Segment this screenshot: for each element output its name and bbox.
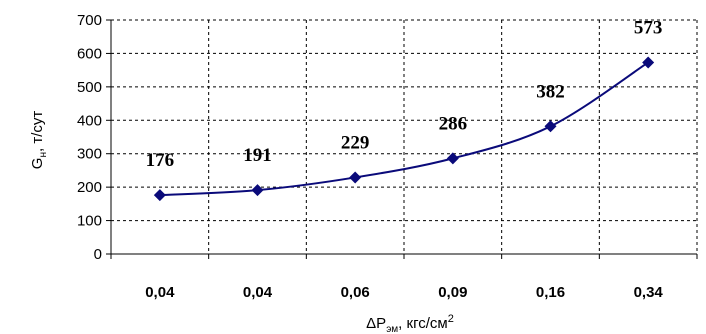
data-point xyxy=(544,120,557,133)
x-tick-label: 0,04 xyxy=(243,284,273,301)
data-label: 286 xyxy=(439,113,468,134)
x-tick-label: 0,34 xyxy=(634,284,664,301)
y-tick-label: 200 xyxy=(77,179,102,196)
y-tick-labels: 0 100 200 300 400 500 600 700 xyxy=(77,12,102,263)
y-tick-label: 600 xyxy=(77,45,102,62)
y-tick-label: 100 xyxy=(77,213,102,230)
data-label: 229 xyxy=(341,132,370,153)
y-axis-title: Gн, т/сут xyxy=(29,111,49,170)
y-tick-label: 700 xyxy=(77,12,102,29)
data-labels: 176 191 229 286 382 573 xyxy=(146,17,663,171)
data-point xyxy=(251,184,264,197)
data-label: 176 xyxy=(146,150,175,171)
data-label: 573 xyxy=(634,17,663,38)
x-tick-label: 0,16 xyxy=(536,284,565,301)
x-axis-title: ΔPэм, кгс/см2 xyxy=(366,313,454,334)
grid-lines xyxy=(106,19,698,259)
data-markers xyxy=(153,56,655,202)
series-line xyxy=(159,61,649,197)
data-label: 382 xyxy=(536,81,565,102)
y-tick-label: 400 xyxy=(77,112,102,129)
x-tick-label: 0,09 xyxy=(438,284,467,301)
x-tick-label: 0,06 xyxy=(341,284,370,301)
y-tick-label: 500 xyxy=(77,79,102,96)
data-point xyxy=(446,152,459,165)
y-tick-label: 0 xyxy=(94,246,102,263)
data-label: 191 xyxy=(243,145,272,166)
x-tick-label: 0,04 xyxy=(145,284,175,301)
data-point xyxy=(642,56,655,69)
y-tick-label: 300 xyxy=(77,146,102,163)
x-tick-labels: 0,04 0,04 0,06 0,09 0,16 0,34 xyxy=(145,284,663,301)
data-point xyxy=(349,171,362,184)
data-point xyxy=(153,189,166,202)
